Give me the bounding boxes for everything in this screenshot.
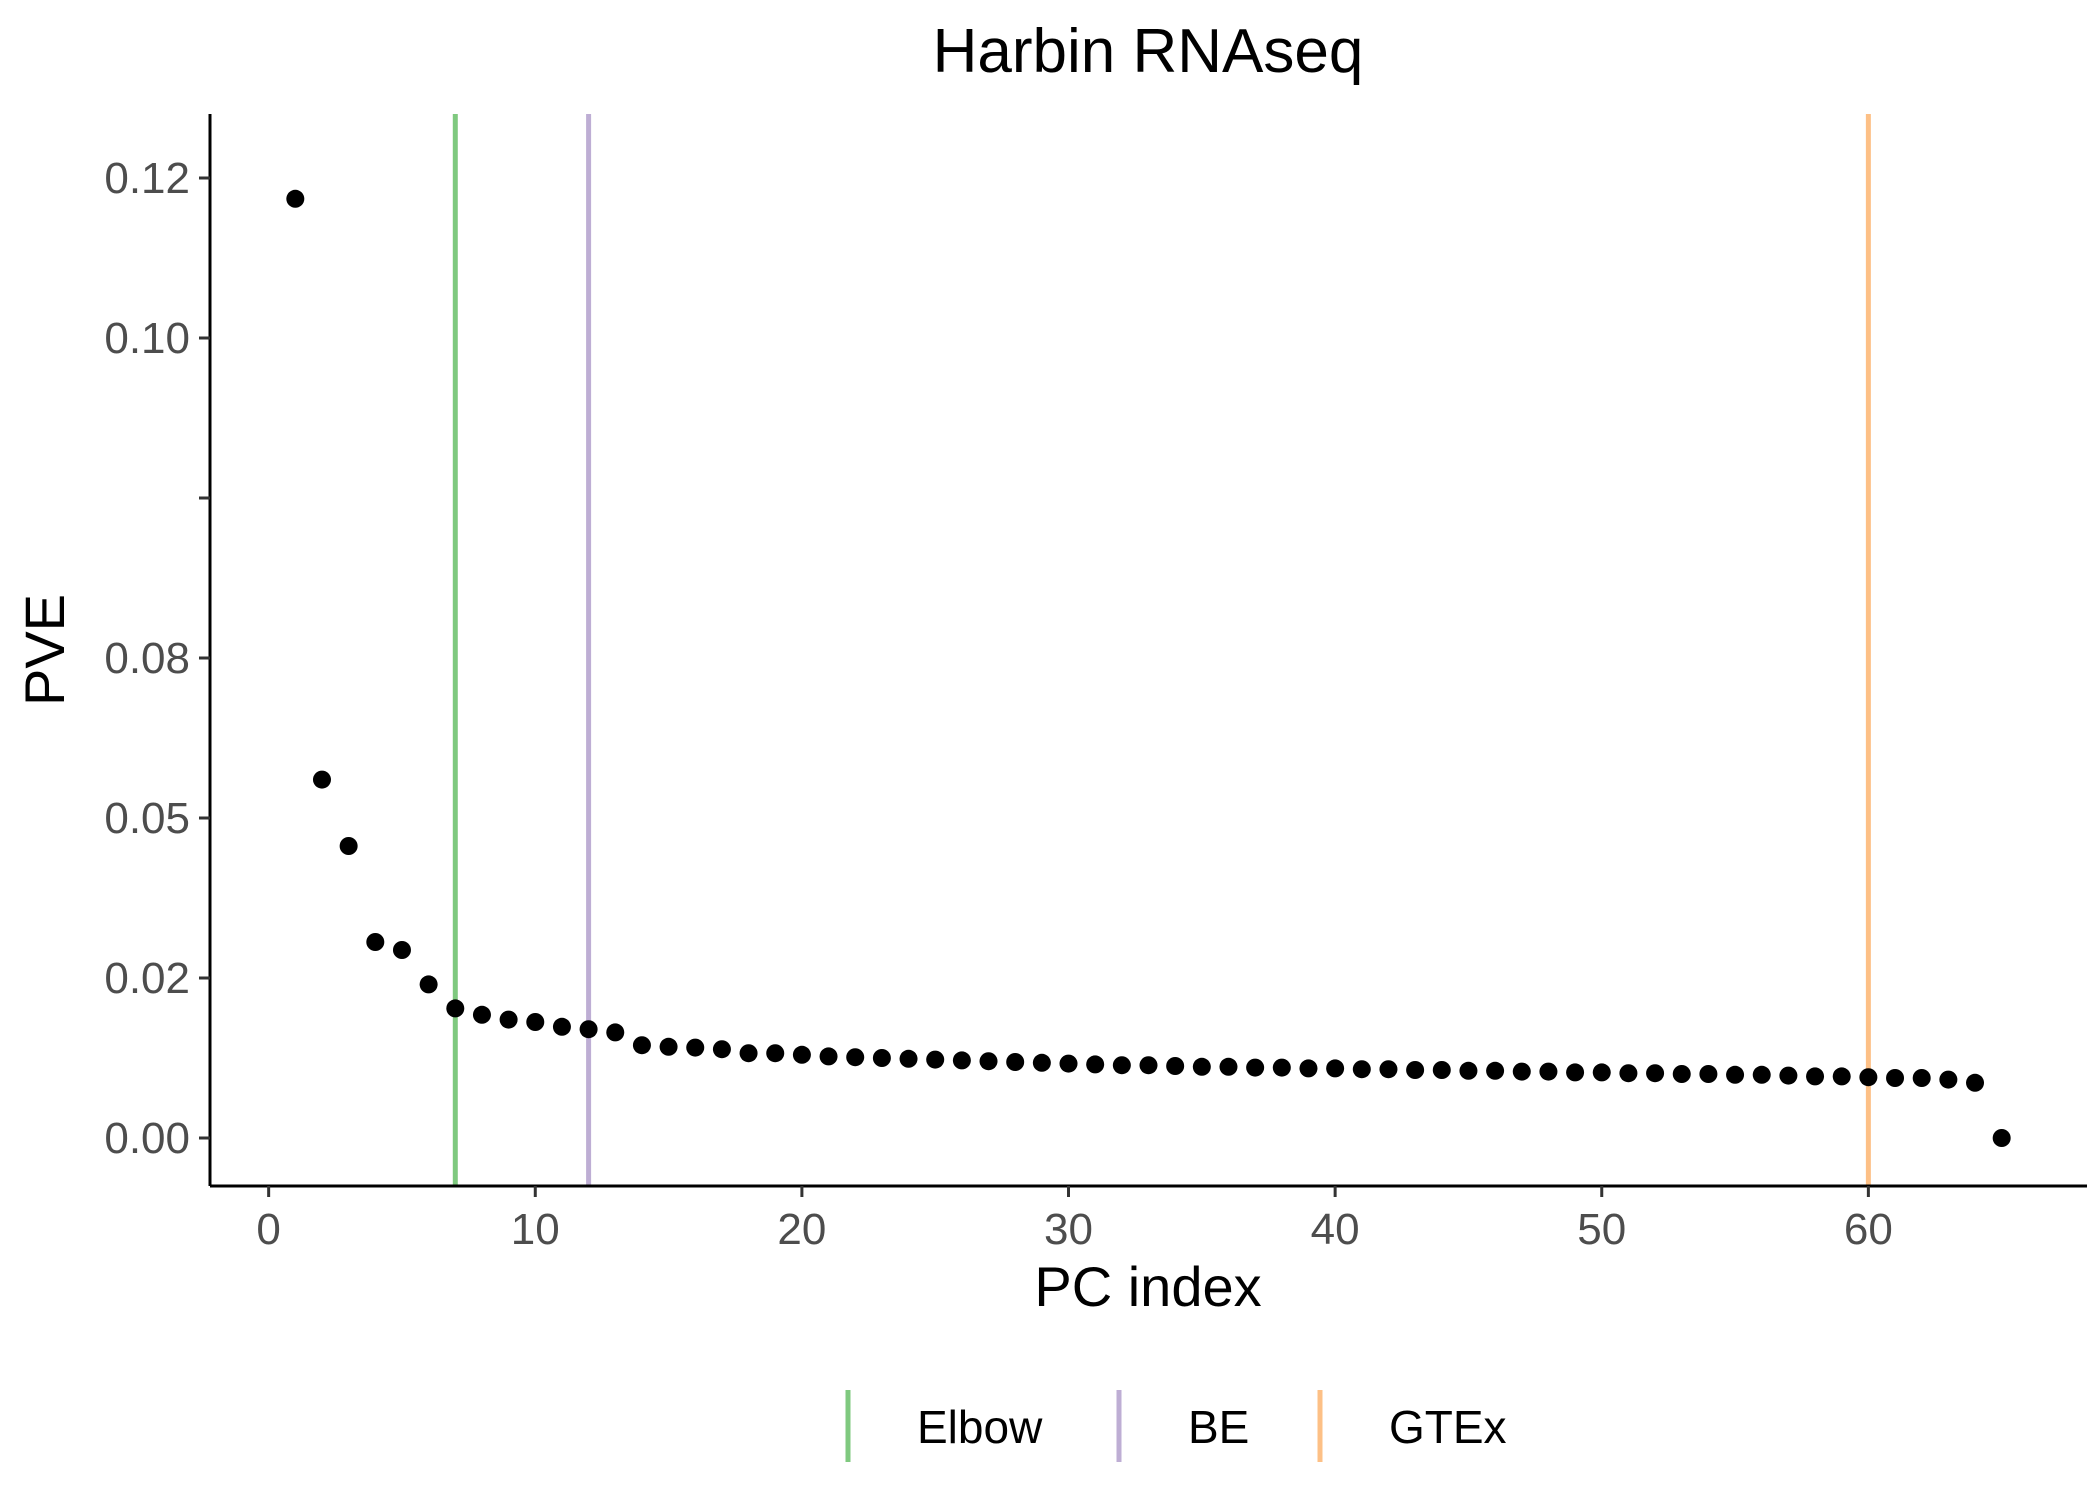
data-point	[419, 975, 438, 994]
data-point	[632, 1036, 651, 1055]
data-point	[339, 837, 358, 855]
data-point	[1406, 1061, 1425, 1079]
data-point	[1166, 1057, 1185, 1075]
y-tick-label: 0.12	[104, 154, 190, 203]
data-point	[446, 999, 465, 1018]
data-point	[1912, 1069, 1931, 1087]
data-point	[979, 1052, 998, 1071]
data-point	[1539, 1062, 1558, 1081]
data-point	[1032, 1053, 1051, 1072]
data-point	[1512, 1062, 1531, 1081]
data-point	[1272, 1058, 1291, 1077]
x-tick-label: 20	[777, 1205, 826, 1254]
data-point	[1726, 1065, 1745, 1084]
data-point	[659, 1037, 678, 1056]
legend: Elbow BE GTEx	[845, 1390, 1507, 1462]
data-point	[1992, 1129, 2011, 1147]
gtex-legend-label: GTEx	[1389, 1401, 1507, 1453]
data-point	[846, 1048, 865, 1067]
data-point	[926, 1050, 945, 1069]
data-point	[1086, 1055, 1105, 1074]
data-point	[1566, 1063, 1585, 1082]
data-point	[366, 933, 385, 951]
data-point	[1699, 1065, 1718, 1083]
data-point	[1832, 1067, 1851, 1086]
data-point	[526, 1013, 545, 1031]
data-point	[1432, 1061, 1451, 1079]
y-axis-title: PVE	[13, 594, 76, 706]
data-point	[1326, 1059, 1345, 1078]
data-point	[392, 941, 411, 959]
elbow-legend-label: Elbow	[917, 1401, 1043, 1453]
data-point	[286, 189, 305, 208]
data-point	[472, 1005, 491, 1024]
x-tick-label: 0	[256, 1205, 280, 1254]
data-point	[1219, 1057, 1238, 1076]
data-point	[1299, 1059, 1318, 1078]
data-point	[1939, 1070, 1958, 1089]
data-point	[952, 1051, 971, 1070]
x-tick-label: 50	[1577, 1205, 1626, 1254]
data-point	[1246, 1058, 1265, 1077]
data-point	[606, 1023, 625, 1042]
data-point	[1672, 1065, 1691, 1083]
data-point	[872, 1049, 891, 1067]
data-point	[819, 1047, 838, 1066]
x-axis-title: PC index	[1034, 1255, 1261, 1318]
data-point	[312, 770, 331, 789]
x-tick-label: 30	[1044, 1205, 1093, 1254]
data-point	[1806, 1067, 1825, 1086]
y-tick-label: 0.08	[104, 634, 190, 683]
data-point	[1059, 1054, 1078, 1073]
data-point	[686, 1038, 705, 1057]
data-point	[1966, 1073, 1985, 1092]
data-point	[1779, 1066, 1798, 1085]
data-point	[499, 1010, 518, 1029]
data-point	[792, 1045, 811, 1064]
data-point	[1752, 1065, 1771, 1084]
data-point	[1859, 1068, 1878, 1087]
x-tick-label: 60	[1844, 1205, 1893, 1254]
data-point	[1112, 1056, 1131, 1075]
x-tick-label: 10	[511, 1205, 560, 1254]
y-axis-ticks: 0.00 0.02 0.05 0.08 0.10 0.12	[104, 154, 210, 1163]
data-point	[1379, 1060, 1398, 1079]
data-point	[1459, 1061, 1478, 1080]
chart-title: Harbin RNAseq	[933, 17, 1364, 86]
data-point	[1139, 1056, 1158, 1075]
data-point	[552, 1017, 571, 1036]
y-tick-label: 0.05	[104, 794, 190, 843]
data-point	[1619, 1064, 1638, 1083]
data-point	[1486, 1061, 1505, 1080]
data-point	[1592, 1063, 1611, 1082]
data-point	[1646, 1064, 1665, 1083]
x-axis-ticks: 0 10 20 30 40 50 60	[256, 1186, 1893, 1254]
data-point	[1006, 1053, 1025, 1071]
data-point	[1886, 1069, 1905, 1087]
y-tick-label: 0.10	[104, 314, 190, 363]
y-tick-label: 0.02	[104, 954, 190, 1003]
be-legend-label: BE	[1188, 1401, 1249, 1453]
data-point	[579, 1020, 598, 1039]
data-point	[1352, 1060, 1371, 1079]
y-tick-label: 0.00	[104, 1114, 190, 1163]
data-point	[739, 1044, 758, 1063]
vertical-lines	[452, 114, 1871, 1186]
data-points	[286, 189, 2011, 1147]
x-tick-label: 40	[1311, 1205, 1360, 1254]
data-point	[712, 1040, 731, 1059]
data-point	[766, 1044, 785, 1063]
data-point	[899, 1049, 918, 1068]
data-point	[1192, 1057, 1211, 1076]
